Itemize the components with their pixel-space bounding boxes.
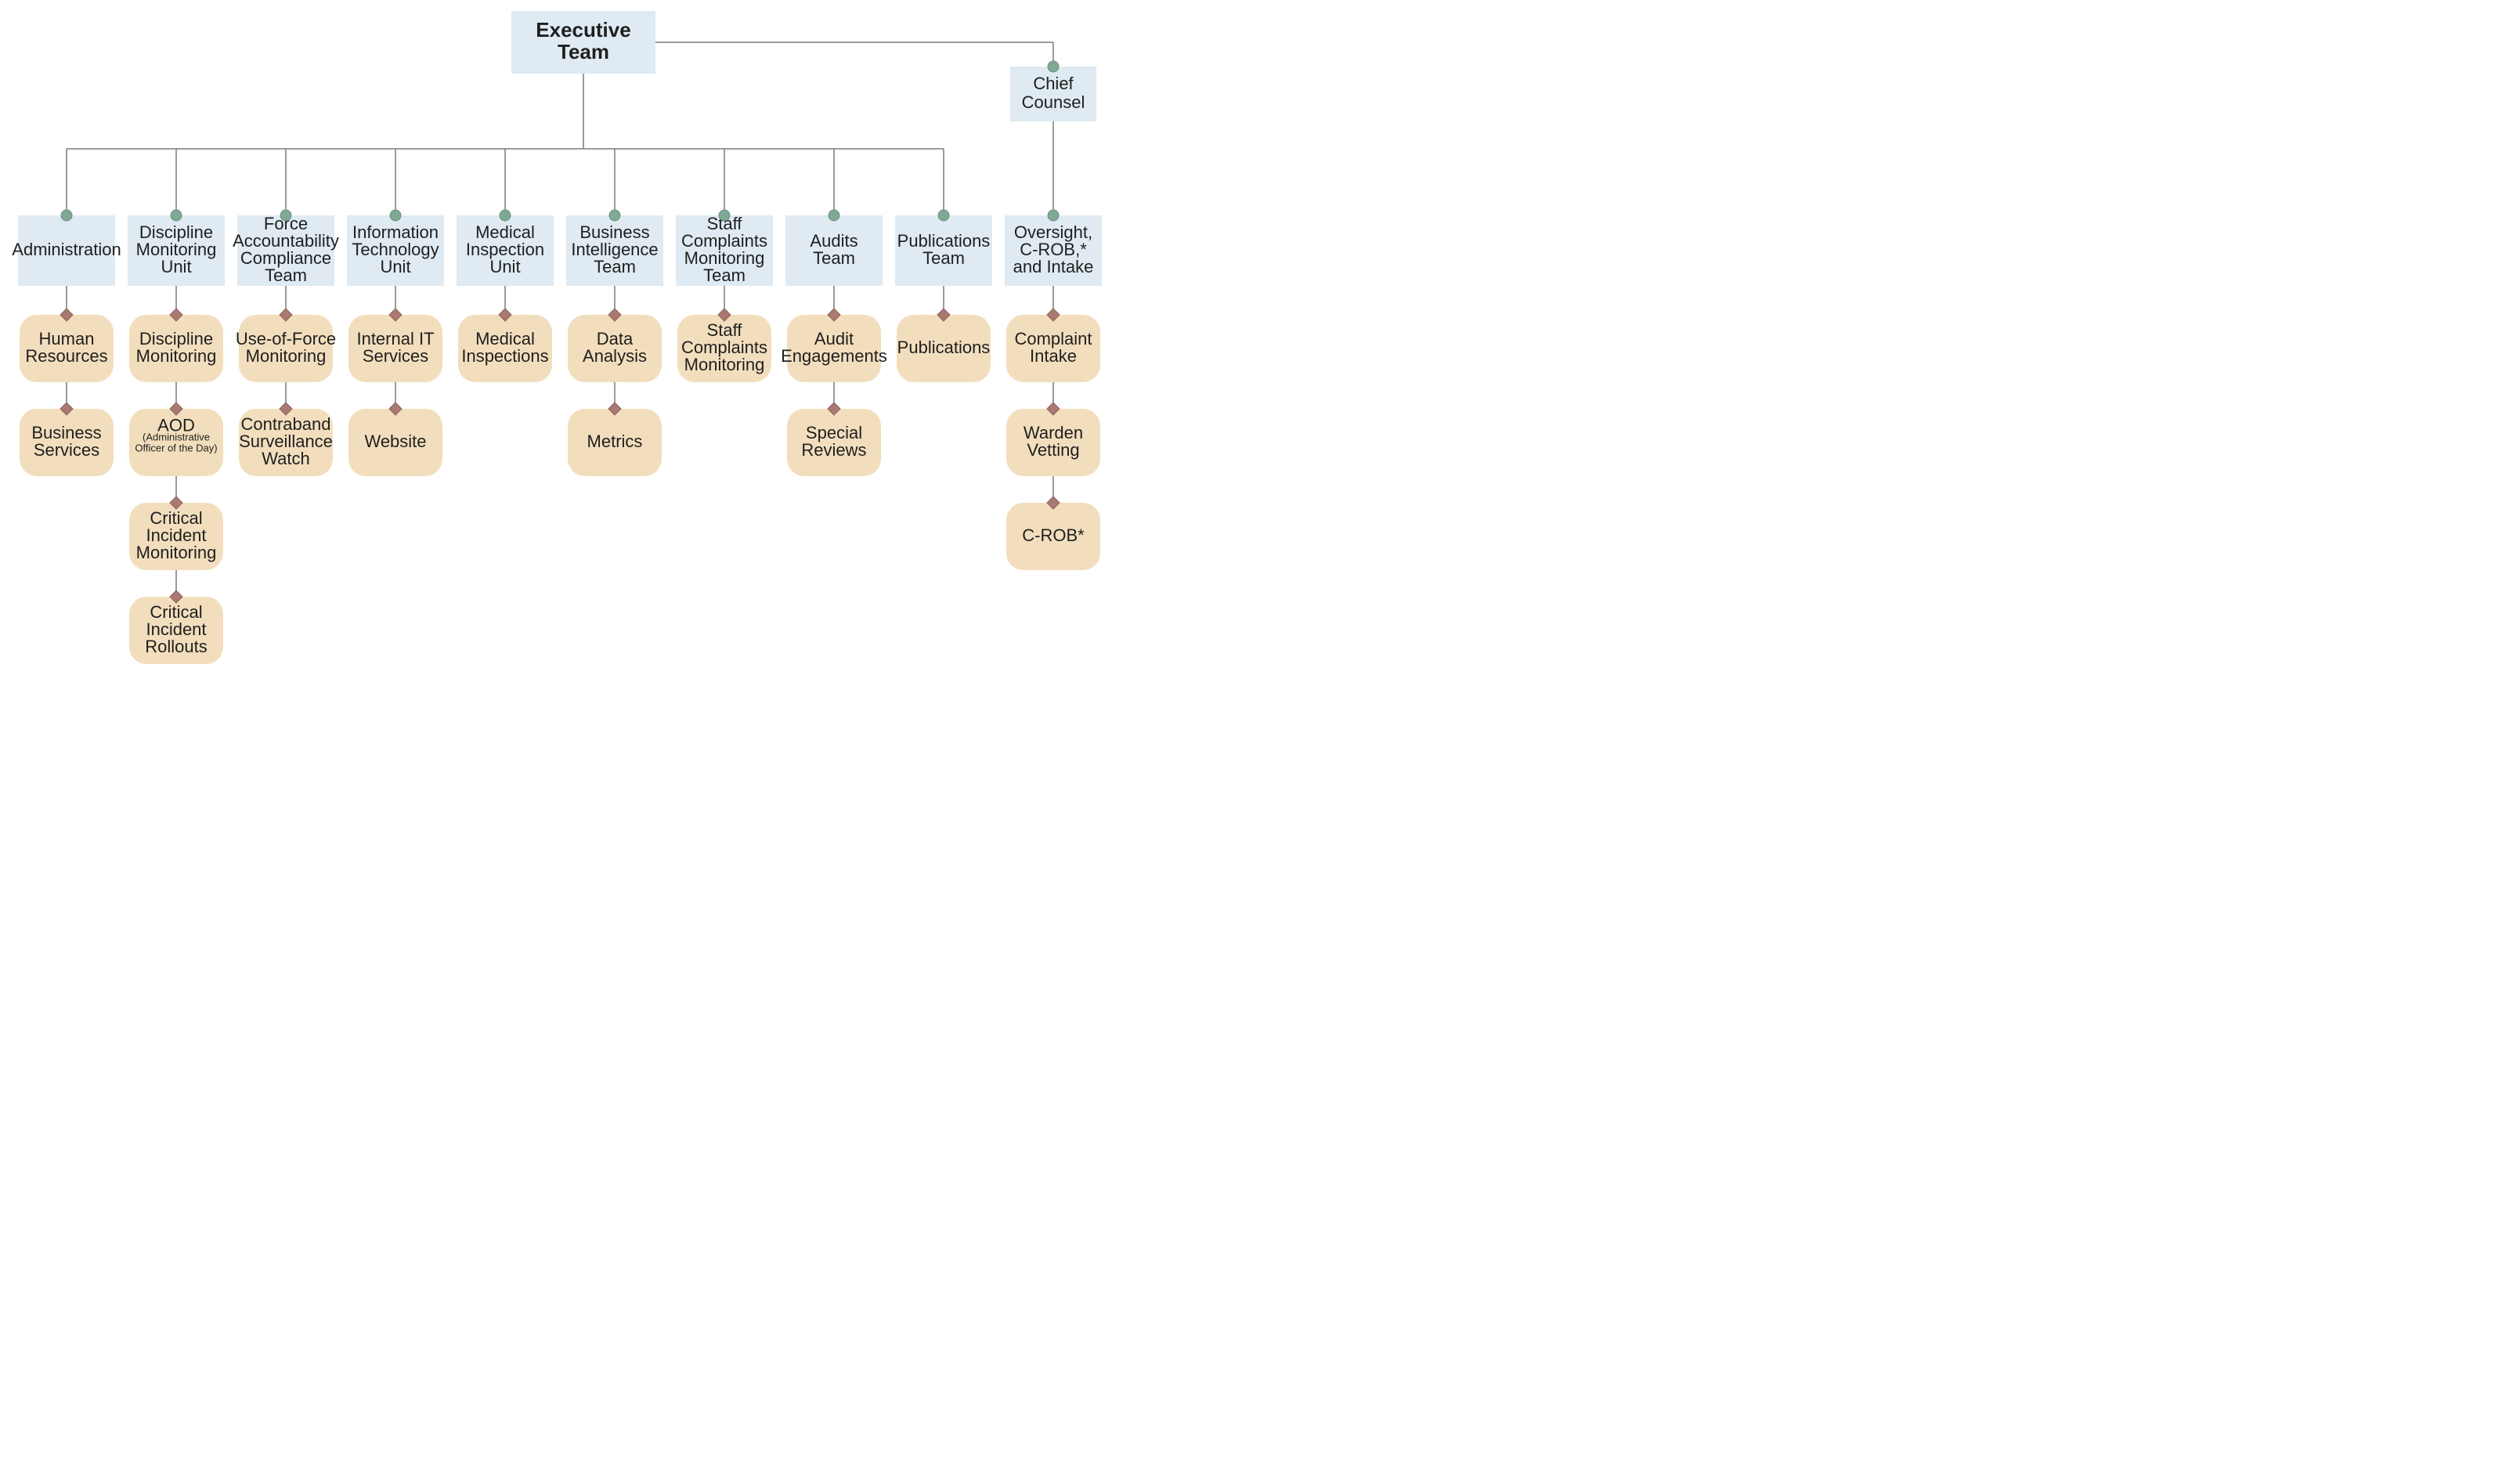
svg-text:Team: Team xyxy=(558,40,609,63)
svg-text:Website: Website xyxy=(364,432,426,451)
svg-text:C-ROB*: C-ROB* xyxy=(1022,525,1085,545)
svg-text:Executive: Executive xyxy=(536,18,630,42)
svg-text:Team: Team xyxy=(265,265,307,285)
svg-text:Publications: Publications xyxy=(897,338,991,357)
svg-text:Unit: Unit xyxy=(489,257,520,276)
svg-text:Inspections: Inspections xyxy=(461,346,548,366)
svg-text:Unit: Unit xyxy=(380,257,410,276)
svg-text:Team: Team xyxy=(594,257,636,276)
svg-text:Intake: Intake xyxy=(1030,346,1077,366)
svg-text:Watch: Watch xyxy=(262,449,310,468)
svg-text:Team: Team xyxy=(813,248,855,268)
svg-text:Chief: Chief xyxy=(1033,74,1074,93)
svg-text:Officer of the Day): Officer of the Day) xyxy=(135,442,217,454)
svg-text:Team: Team xyxy=(922,248,965,268)
svg-text:Rollouts: Rollouts xyxy=(145,637,207,656)
svg-text:Services: Services xyxy=(34,440,99,460)
svg-text:Analysis: Analysis xyxy=(583,346,647,366)
svg-text:Counsel: Counsel xyxy=(1022,92,1085,112)
svg-text:Resources: Resources xyxy=(25,346,107,366)
svg-text:Reviews: Reviews xyxy=(801,440,866,460)
svg-text:Administration: Administration xyxy=(12,240,121,259)
svg-text:Team: Team xyxy=(703,265,746,285)
svg-text:Vetting: Vetting xyxy=(1027,440,1079,460)
svg-text:Monitoring: Monitoring xyxy=(246,346,327,366)
svg-text:Monitoring: Monitoring xyxy=(684,355,765,374)
svg-text:Engagements: Engagements xyxy=(781,346,887,366)
svg-text:Monitoring: Monitoring xyxy=(136,543,217,562)
svg-text:Metrics: Metrics xyxy=(587,432,643,451)
svg-text:Services: Services xyxy=(363,346,428,366)
svg-text:Unit: Unit xyxy=(161,257,191,276)
svg-text:Monitoring: Monitoring xyxy=(136,346,217,366)
svg-text:and Intake: and Intake xyxy=(1013,257,1094,276)
svg-text:(Administrative: (Administrative xyxy=(143,431,210,442)
